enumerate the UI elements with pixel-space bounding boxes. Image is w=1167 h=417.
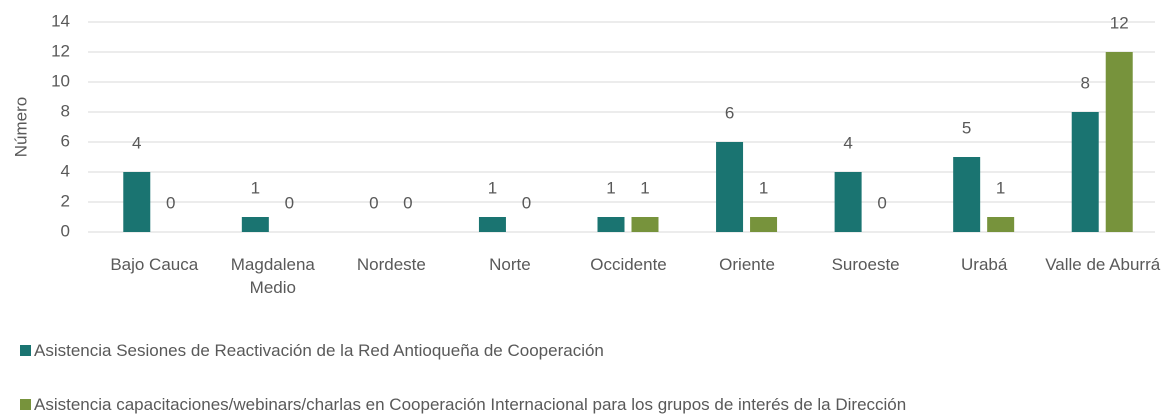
bar: [241, 217, 269, 232]
data-label: 4: [843, 133, 852, 152]
data-label: 5: [962, 118, 971, 137]
y-tick-label: 12: [51, 41, 70, 60]
data-label: 0: [403, 193, 412, 212]
y-tick-label: 10: [51, 71, 70, 90]
bar: [716, 142, 744, 232]
legend-entry: Asistencia capacitaciones/webinars/charl…: [20, 395, 906, 415]
data-label: 1: [606, 178, 615, 197]
data-label: 1: [488, 178, 497, 197]
y-axis-label: Número: [11, 97, 30, 157]
bar: [1105, 52, 1133, 232]
bar: [1071, 112, 1099, 232]
bar: [953, 157, 981, 232]
bar: [750, 217, 778, 232]
x-tick-label: Suroeste: [831, 255, 900, 274]
bar: [123, 172, 151, 232]
x-tick-label: Nordeste: [356, 255, 426, 274]
bar: [597, 217, 625, 232]
data-label: 0: [369, 193, 378, 212]
legend-entry: Asistencia Sesiones de Reactivación de l…: [20, 341, 604, 361]
data-label: 1: [251, 178, 260, 197]
x-tick-label: Valle de Aburrá: [1045, 255, 1161, 274]
x-tick-label: Oriente: [719, 255, 775, 274]
legend-label: Asistencia capacitaciones/webinars/charl…: [34, 395, 907, 414]
data-label: 0: [877, 193, 886, 212]
x-tick-label: Norte: [489, 255, 531, 274]
data-label: 1: [759, 178, 768, 197]
data-label: 12: [1110, 13, 1129, 32]
y-tick-label: 8: [61, 101, 70, 120]
bar: [987, 217, 1015, 232]
x-tick-label: Occidente: [590, 255, 667, 274]
bar: [478, 217, 506, 232]
bar: [834, 172, 862, 232]
legend-swatch: [20, 399, 31, 410]
legend-label: Asistencia Sesiones de Reactivación de l…: [34, 341, 604, 360]
data-label: 6: [725, 103, 734, 122]
x-tick-label: Magdalena Medio: [230, 255, 315, 297]
bar: [631, 217, 659, 232]
y-tick-label: 2: [61, 191, 70, 210]
y-tick-label: 4: [61, 161, 70, 180]
data-label: 1: [996, 178, 1005, 197]
data-label: 0: [285, 193, 294, 212]
data-label: 8: [1080, 73, 1089, 92]
y-tick-label: 6: [61, 131, 70, 150]
data-label: 4: [132, 133, 141, 152]
data-label: 0: [166, 193, 175, 212]
y-tick-label: 14: [51, 11, 70, 30]
data-label: 0: [522, 193, 531, 212]
y-tick-label: 0: [61, 221, 70, 240]
legend-swatch: [20, 345, 31, 356]
x-tick-label: Urabá: [961, 255, 1008, 274]
data-label: 1: [640, 178, 649, 197]
x-tick-label: Bajo Cauca: [110, 255, 199, 274]
